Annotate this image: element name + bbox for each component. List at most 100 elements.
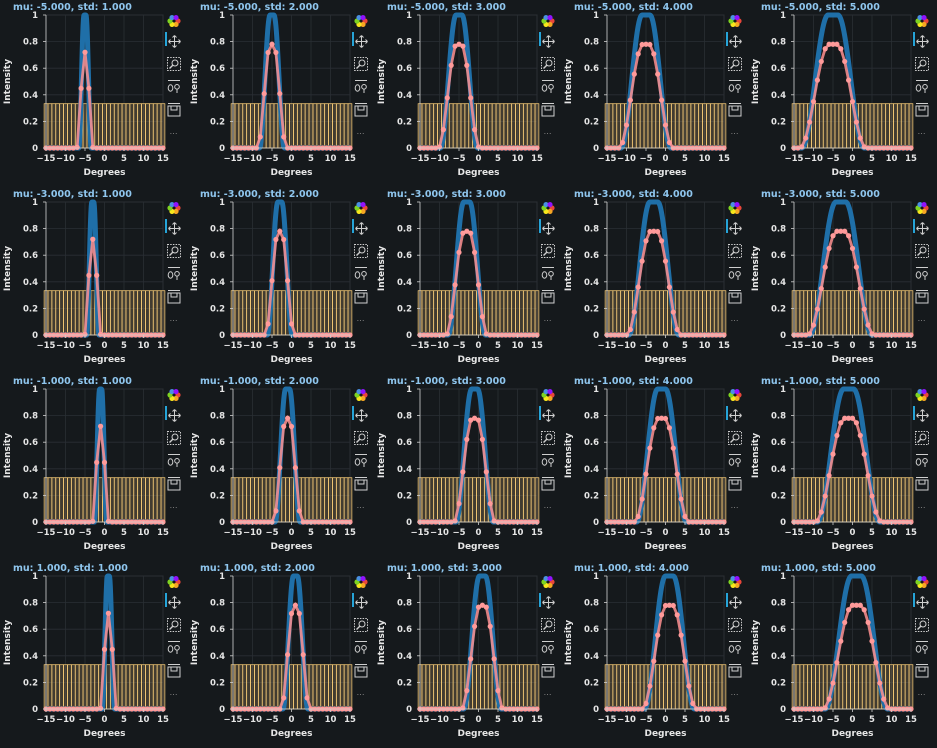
pan-icon[interactable] [728,221,742,235]
box-zoom-icon[interactable] [541,618,555,632]
save-icon[interactable] [728,290,742,304]
save-icon[interactable] [728,664,742,678]
save-icon[interactable] [354,664,368,678]
wheel-zoom-icon[interactable] [167,80,181,94]
save-icon[interactable] [915,103,929,117]
pan-icon[interactable] [354,595,368,609]
pan-icon[interactable] [728,34,742,48]
save-icon[interactable] [167,290,181,304]
more-tools-button[interactable]: ⋯ [356,502,366,512]
pan-icon[interactable] [541,595,555,609]
pan-icon[interactable] [167,34,181,48]
pan-icon[interactable] [354,408,368,422]
more-tools-button[interactable]: ⋯ [917,128,927,138]
wheel-zoom-icon[interactable] [728,267,742,281]
save-icon[interactable] [541,477,555,491]
pan-icon[interactable] [167,595,181,609]
box-zoom-icon[interactable] [915,244,929,258]
box-zoom-icon[interactable] [167,57,181,71]
box-zoom-icon[interactable] [167,618,181,632]
pan-icon[interactable] [728,408,742,422]
wheel-zoom-icon[interactable] [915,267,929,281]
save-icon[interactable] [728,103,742,117]
box-zoom-icon[interactable] [541,57,555,71]
pan-icon[interactable] [541,34,555,48]
wheel-zoom-icon[interactable] [728,80,742,94]
save-icon[interactable] [541,103,555,117]
more-tools-button[interactable]: ⋯ [730,689,740,699]
save-icon[interactable] [354,477,368,491]
wheel-zoom-icon[interactable] [167,641,181,655]
wheel-zoom-icon[interactable] [728,641,742,655]
box-zoom-icon[interactable] [728,431,742,445]
pan-icon[interactable] [167,408,181,422]
box-zoom-icon[interactable] [354,57,368,71]
save-icon[interactable] [167,103,181,117]
more-tools-button[interactable]: ⋯ [917,502,927,512]
pan-icon[interactable] [541,408,555,422]
box-zoom-icon[interactable] [354,431,368,445]
more-tools-button[interactable]: ⋯ [730,315,740,325]
box-zoom-icon[interactable] [354,618,368,632]
box-zoom-icon[interactable] [167,244,181,258]
wheel-zoom-icon[interactable] [167,267,181,281]
pan-icon[interactable] [915,408,929,422]
wheel-zoom-icon[interactable] [354,267,368,281]
box-zoom-icon[interactable] [915,431,929,445]
pan-icon[interactable] [354,221,368,235]
wheel-zoom-icon[interactable] [728,454,742,468]
wheel-zoom-icon[interactable] [541,641,555,655]
more-tools-button[interactable]: ⋯ [543,128,553,138]
wheel-zoom-icon[interactable] [167,454,181,468]
box-zoom-icon[interactable] [541,244,555,258]
save-icon[interactable] [167,664,181,678]
wheel-zoom-icon[interactable] [354,454,368,468]
more-tools-button[interactable]: ⋯ [543,315,553,325]
more-tools-button[interactable]: ⋯ [356,689,366,699]
wheel-zoom-icon[interactable] [915,454,929,468]
more-tools-button[interactable]: ⋯ [169,502,179,512]
save-icon[interactable] [915,664,929,678]
more-tools-button[interactable]: ⋯ [543,502,553,512]
save-icon[interactable] [915,290,929,304]
save-icon[interactable] [167,477,181,491]
box-zoom-icon[interactable] [167,431,181,445]
save-icon[interactable] [915,477,929,491]
wheel-zoom-icon[interactable] [541,267,555,281]
more-tools-button[interactable]: ⋯ [169,315,179,325]
more-tools-button[interactable]: ⋯ [917,689,927,699]
box-zoom-icon[interactable] [728,618,742,632]
pan-icon[interactable] [915,221,929,235]
box-zoom-icon[interactable] [728,244,742,258]
save-icon[interactable] [354,290,368,304]
box-zoom-icon[interactable] [915,57,929,71]
wheel-zoom-icon[interactable] [541,80,555,94]
pan-icon[interactable] [915,595,929,609]
save-icon[interactable] [541,664,555,678]
more-tools-button[interactable]: ⋯ [356,315,366,325]
more-tools-button[interactable]: ⋯ [730,502,740,512]
box-zoom-icon[interactable] [728,57,742,71]
wheel-zoom-icon[interactable] [541,454,555,468]
pan-icon[interactable] [354,34,368,48]
wheel-zoom-icon[interactable] [354,641,368,655]
pan-icon[interactable] [915,34,929,48]
pan-icon[interactable] [541,221,555,235]
save-icon[interactable] [541,290,555,304]
save-icon[interactable] [354,103,368,117]
save-icon[interactable] [728,477,742,491]
wheel-zoom-icon[interactable] [915,80,929,94]
pan-icon[interactable] [167,221,181,235]
box-zoom-icon[interactable] [354,244,368,258]
box-zoom-icon[interactable] [541,431,555,445]
box-zoom-icon[interactable] [915,618,929,632]
more-tools-button[interactable]: ⋯ [730,128,740,138]
more-tools-button[interactable]: ⋯ [356,128,366,138]
more-tools-button[interactable]: ⋯ [543,689,553,699]
wheel-zoom-icon[interactable] [354,80,368,94]
more-tools-button[interactable]: ⋯ [917,315,927,325]
more-tools-button[interactable]: ⋯ [169,128,179,138]
wheel-zoom-icon[interactable] [915,641,929,655]
more-tools-button[interactable]: ⋯ [169,689,179,699]
pan-icon[interactable] [728,595,742,609]
